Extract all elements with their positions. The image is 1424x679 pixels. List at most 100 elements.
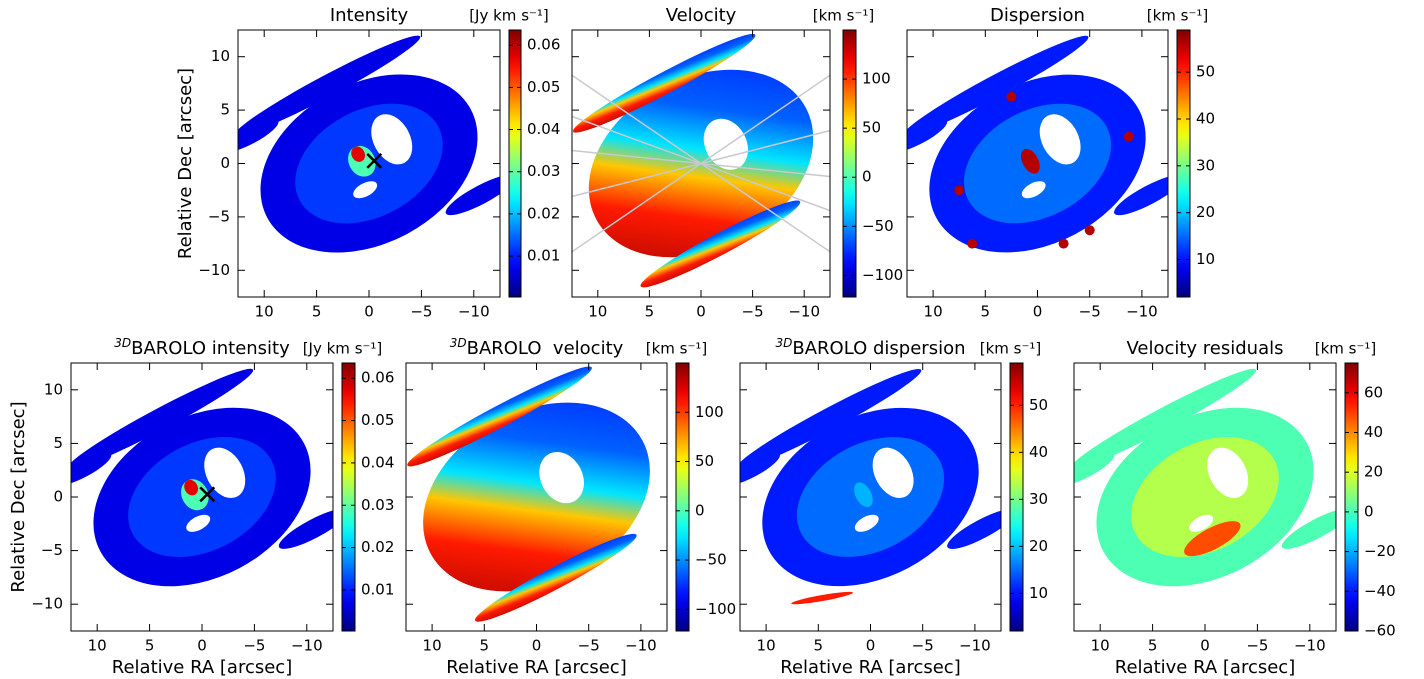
map-region — [1184, 521, 1241, 557]
x-tick-label: 10 — [423, 637, 442, 655]
colorbar-label: [Jy km s⁻¹] — [469, 7, 549, 25]
map-region — [1281, 508, 1336, 549]
colorbar-label: [km s⁻¹] — [646, 340, 708, 358]
x-axis-label: Relative RA [arcsec] — [112, 657, 292, 678]
x-tick-label: −5 — [1079, 303, 1101, 321]
colorbar-tick-label: −50 — [862, 217, 894, 235]
map-region — [1207, 447, 1249, 498]
x-tick-label: −10 — [1294, 637, 1326, 655]
title-text: BAROLO velocity — [467, 338, 624, 359]
center-marker — [199, 486, 216, 503]
panel-title: Intensity — [330, 5, 409, 26]
colorbar-tick-label: 0 — [1364, 502, 1374, 520]
x-tick-label: 10 — [88, 637, 107, 655]
x-tick-label: 5 — [981, 303, 991, 321]
title-text: BAROLO dispersion — [792, 338, 965, 359]
map-image — [907, 35, 1168, 253]
colorbar-tick-label: 0.03 — [527, 162, 560, 180]
x-tick-label: 5 — [145, 637, 155, 655]
x-tick-label: −10 — [625, 637, 657, 655]
y-tick-label: 10 — [211, 47, 230, 65]
x-tick-label: −5 — [1246, 637, 1268, 655]
x-tick-label: 10 — [757, 637, 776, 655]
colorbar-tick-label: −20 — [1364, 542, 1396, 560]
colorbar-tick-label: 40 — [1196, 110, 1215, 128]
x-axis-label: Relative RA [arcsec] — [1115, 657, 1295, 678]
colorbar-tick-label: 0.01 — [361, 580, 394, 598]
map-region — [854, 482, 873, 508]
map-image — [407, 366, 650, 622]
x-tick-label: −5 — [742, 303, 764, 321]
map-region — [184, 479, 198, 496]
colorbar-tick-label: 0.05 — [527, 78, 560, 96]
colorbar — [341, 362, 356, 632]
title-text: Velocity residuals — [1126, 338, 1283, 359]
map-region — [954, 185, 965, 196]
y-axis-label: Relative Dec [arcsec] — [8, 401, 29, 592]
colorbar-tick-label: 0 — [695, 501, 705, 519]
colorbar-tick-label: −40 — [1364, 582, 1396, 600]
map-region — [423, 402, 650, 592]
map-region — [186, 514, 211, 532]
title-text: Velocity — [666, 5, 737, 26]
colorbar-label: [km s⁻¹] — [813, 7, 875, 25]
panel: 10 5 0 −5 −10 Velocity residuals [km s⁻¹] Relat… — [1073, 338, 1396, 678]
map-region — [791, 591, 853, 605]
colorbar-tick-label: 0.05 — [361, 411, 394, 429]
colorbar-tick-label: 0.06 — [527, 36, 560, 54]
map-image — [1074, 368, 1336, 587]
colorbar — [508, 29, 522, 298]
colorbar — [1344, 362, 1359, 632]
colorbar-tick-label: 50 — [695, 452, 714, 470]
colorbar-tick-label: 50 — [1196, 63, 1215, 81]
y-tick-label: −5 — [208, 207, 230, 225]
colorbar-tick-label: 30 — [1029, 490, 1048, 508]
y-tick-label: −10 — [31, 595, 63, 613]
map-region — [1189, 514, 1214, 532]
map-region — [703, 118, 748, 170]
y-tick-label: 0 — [53, 488, 63, 506]
map-region — [474, 533, 637, 622]
title-text: Intensity — [330, 5, 409, 26]
title-prefix: 3D — [776, 336, 793, 350]
map-region — [740, 368, 922, 469]
map-image — [238, 35, 500, 253]
map-image — [71, 368, 333, 587]
panel-title: 3DBAROLO dispersion — [776, 336, 966, 360]
map-region — [238, 35, 421, 136]
colorbar-label: [km s⁻¹] — [1315, 340, 1377, 358]
map-region — [854, 514, 879, 532]
colorbar-tick-label: 0.06 — [361, 369, 394, 387]
map-region — [278, 508, 333, 549]
x-tick-label: 0 — [1033, 303, 1043, 321]
y-axis-label: Relative Dec [arcsec] — [175, 68, 196, 259]
panel-title: 3DBAROLO velocity — [450, 336, 624, 360]
map-region — [371, 114, 413, 165]
colorbar — [675, 362, 690, 632]
map-region — [1114, 174, 1168, 216]
x-tick-label: 0 — [1200, 637, 1210, 655]
panel-title: Velocity residuals — [1126, 338, 1283, 359]
colorbar-tick-label: 30 — [1196, 156, 1215, 174]
map-region — [1123, 131, 1134, 142]
x-tick-label: 5 — [312, 303, 322, 321]
colorbar-tick-label: 0.04 — [361, 453, 394, 471]
x-tick-label: 0 — [532, 637, 542, 655]
colorbar-tick-label: 40 — [1029, 443, 1048, 461]
x-tick-label: 5 — [1148, 637, 1158, 655]
y-tick-label: 5 — [53, 434, 63, 452]
x-tick-label: 10 — [924, 303, 943, 321]
title-prefix: 3D — [450, 336, 467, 350]
y-tick-label: 5 — [220, 101, 230, 119]
colorbar-tick-label: 10 — [1196, 250, 1215, 268]
map-region — [1021, 148, 1040, 174]
colorbar-tick-label: 0.02 — [361, 538, 394, 556]
y-tick-label: −10 — [198, 261, 230, 279]
map-region — [71, 368, 254, 470]
map-region — [947, 508, 1001, 549]
colorbar-tick-label: 0.04 — [527, 120, 560, 138]
